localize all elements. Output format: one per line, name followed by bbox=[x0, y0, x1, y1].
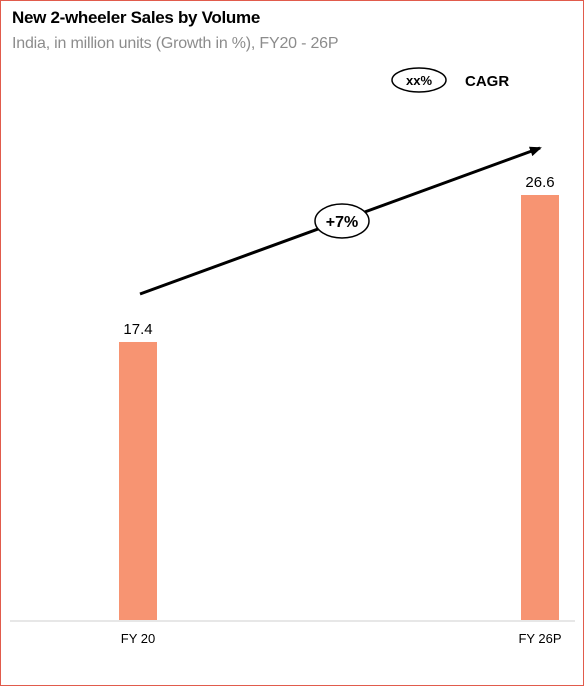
bar-value-label-0: 17.4 bbox=[123, 321, 152, 338]
x-tick-label-1: FY 26P bbox=[518, 631, 561, 646]
x-tick-label-0: FY 20 bbox=[121, 631, 155, 646]
bar-0 bbox=[119, 341, 157, 620]
legend-cagr-text: CAGR bbox=[465, 73, 509, 90]
bar-1 bbox=[521, 195, 559, 620]
chart-subtitle: India, in million units (Growth in %), F… bbox=[12, 35, 339, 52]
cagr-badge-label: +7% bbox=[326, 214, 358, 231]
legend-cagr-symbol-label: xx% bbox=[406, 73, 432, 88]
chart-title: New 2-wheeler Sales by Volume bbox=[12, 8, 260, 27]
cagr-badge bbox=[314, 203, 370, 239]
legend-cagr-symbol bbox=[391, 67, 447, 93]
bar-value-label-1: 26.6 bbox=[525, 174, 554, 191]
